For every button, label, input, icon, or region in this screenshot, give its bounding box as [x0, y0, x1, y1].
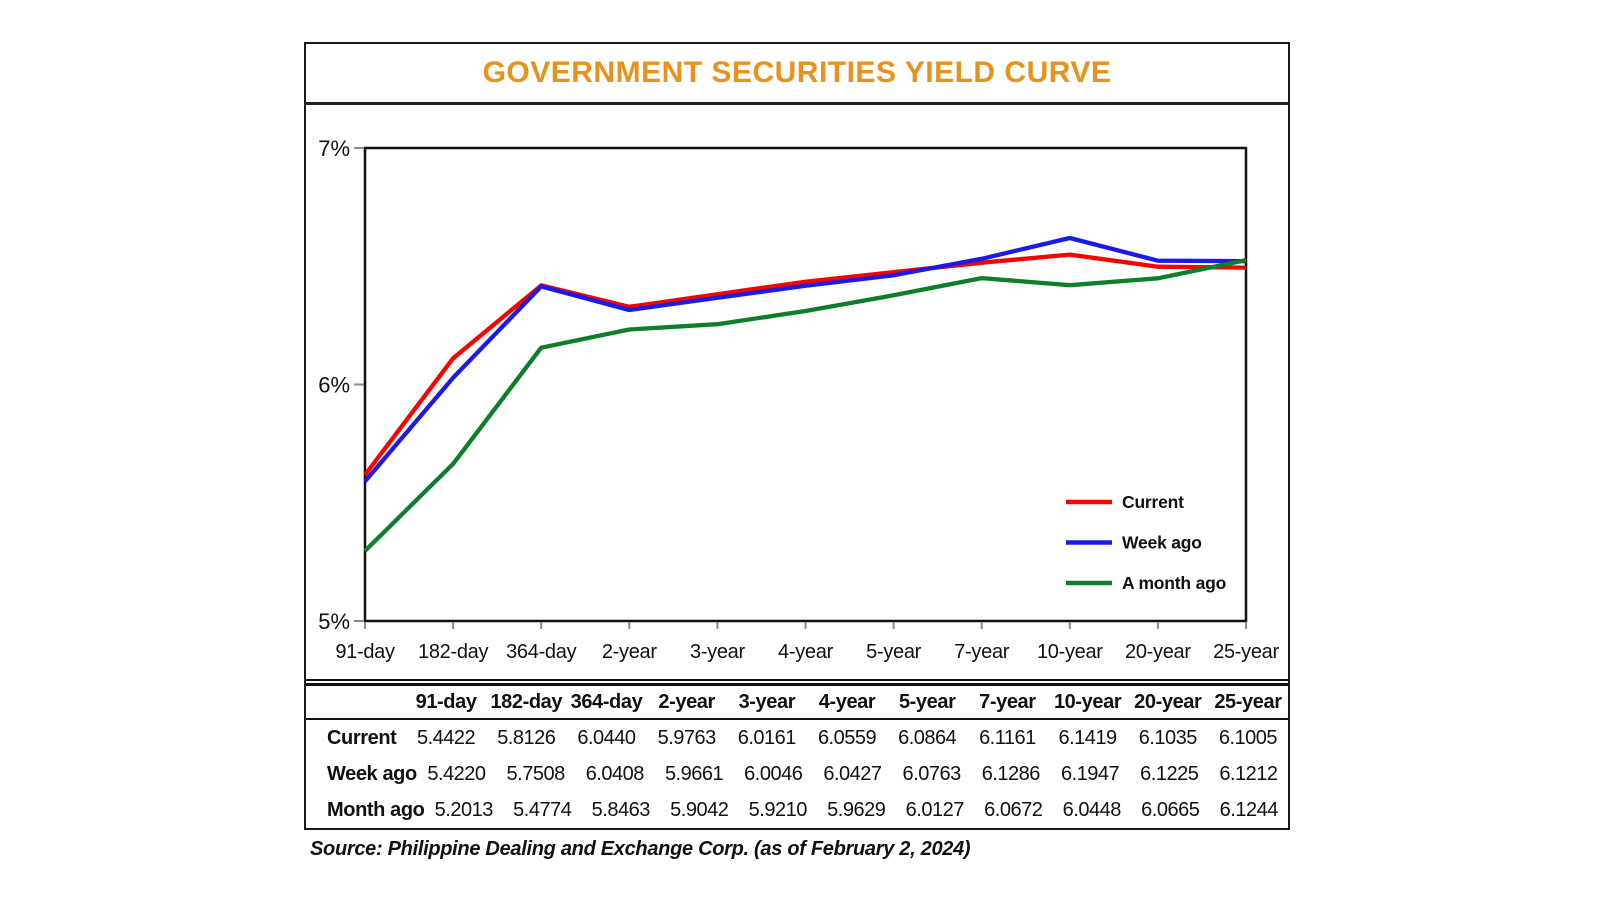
y-axis-label: 7% [318, 136, 350, 161]
table-header-cell-20-year: 20-year [1134, 690, 1202, 713]
table-cell: 6.0665 [1141, 798, 1200, 821]
table-cell: 6.1947 [1060, 762, 1120, 785]
table-cell: 6.1161 [979, 726, 1036, 749]
y-axis-label: 5% [318, 609, 350, 634]
table-cell: 5.4774 [513, 798, 572, 821]
yield-curve-figure: GOVERNMENT SECURITIES YIELD CURVE 7% 6% 5%… [304, 42, 1290, 830]
table-cell: 6.0427 [823, 762, 882, 785]
table-cell: 5.4422 [417, 726, 476, 749]
table-row-current: Current 5.4422 5.8126 6.0440 5.9763 6.0161 6.0… [306, 720, 1288, 756]
x-axis-label-4-year: 4-year [778, 641, 834, 663]
table-cell: 6.0559 [817, 726, 877, 749]
x-axis-label-2-year: 2-year [602, 641, 658, 663]
table-cell: 6.0672 [984, 798, 1043, 821]
table-cell: 6.1212 [1219, 762, 1278, 785]
table-header-cell-4-year: 4-year [818, 690, 876, 713]
x-axis-label-91-day: 91-day [335, 641, 395, 663]
table-row-week-ago: Week ago 5.4220 5.7508 6.0408 5.9661 6.0046 6.… [306, 756, 1288, 792]
x-axis-label-5-year: 5-year [866, 641, 922, 663]
legend-label-week-ago: Week ago [1122, 533, 1202, 553]
table-cell: 5.4220 [427, 762, 486, 785]
legend-label-current: Current [1122, 492, 1184, 512]
x-axis-label-25-year: 25-year [1213, 641, 1279, 663]
table-header-cell-3-year: 3-year [738, 690, 796, 713]
table-cell: 6.0408 [585, 762, 645, 785]
table-cell: 5.8463 [591, 798, 651, 821]
table-header-cell-25-year: 25-year [1214, 690, 1282, 713]
figure-title: GOVERNMENT SECURITIES YIELD CURVE [482, 56, 1112, 89]
table-header-cell-7-year: 7-year [979, 690, 1036, 713]
table-row-month-ago: Month ago 5.2013 5.4774 5.8463 5.9042 5.9210 5… [306, 792, 1288, 828]
table-cell: 5.9661 [664, 762, 724, 785]
table-header-cell-10-year: 10-year [1053, 690, 1122, 713]
series-line-a-month-ago [363, 257, 1247, 553]
table-cell: 6.1286 [981, 762, 1041, 785]
row-label-current: Current [327, 726, 397, 749]
x-axis-label-7-year: 7-year [954, 641, 1010, 663]
row-label-month-ago: Month ago [327, 798, 425, 821]
x-axis-label-364-day: 364-day [506, 641, 576, 663]
legend-label-a-month-ago: A month ago [1122, 573, 1226, 593]
table-cell: 5.7508 [506, 762, 566, 785]
table-cell: 5.2013 [434, 798, 494, 821]
table-cell: 5.8126 [497, 726, 556, 749]
table-header-cell-91-day: 91-day [415, 690, 477, 713]
table-header-cell-2-year: 2-year [658, 690, 715, 713]
table-header-cell-182-day: 182-day [490, 690, 563, 713]
x-axis-label-182-day: 182-day [418, 641, 488, 663]
table-cell: 6.0046 [744, 762, 803, 785]
table-body: Current 5.4422 5.8126 6.0440 5.9763 6.0161 6.0… [306, 720, 1288, 828]
table-header-cell-5-year: 5-year [898, 690, 956, 713]
table-top-rule [306, 679, 1288, 686]
table-cell: 5.9042 [670, 798, 729, 821]
table-cell: 5.9629 [827, 798, 886, 821]
table-cell: 6.0763 [902, 762, 962, 785]
x-axis-label-20-year: 20-year [1125, 641, 1191, 663]
table-header-row: 91-day 182-day 364-day 2-year 3-year 4-year 5-… [306, 686, 1288, 720]
x-axis-label-10-year: 10-year [1037, 641, 1103, 663]
table-cell: 6.1244 [1219, 798, 1279, 821]
table-cell: 6.1419 [1058, 726, 1118, 749]
table-cell: 6.1225 [1140, 762, 1199, 785]
table-cell: 6.0448 [1062, 798, 1122, 821]
series-line-current [363, 252, 1247, 477]
yield-curve-chart: 7% 6% 5% 91-day 182-day 364-day 2-year 3-year 4-… [318, 136, 1280, 663]
chart-region: 7% 6% 5% 91-day 182-day 364-day 2-year 3-year 4-… [306, 105, 1288, 679]
y-axis-label: 6% [318, 373, 350, 398]
table-cell: 6.0161 [737, 726, 797, 749]
series-line-week-ago [363, 235, 1247, 483]
table-cell: 5.9763 [657, 726, 717, 749]
table-cell: 6.1035 [1138, 726, 1198, 749]
table-cell: 6.0127 [905, 798, 965, 821]
table-cell: 5.9210 [748, 798, 808, 821]
table-cell: 6.0440 [577, 726, 636, 749]
table-cell: 6.0864 [898, 726, 957, 749]
table-cell: 6.1005 [1218, 726, 1278, 749]
row-label-week-ago: Week ago [327, 762, 417, 785]
table-header-cell-364-day: 364-day [570, 690, 643, 713]
source-note: Source: Philippine Dealing and Exchange … [310, 838, 971, 860]
figure-title-bar: GOVERNMENT SECURITIES YIELD CURVE [306, 44, 1288, 105]
plot-frame [363, 146, 1248, 623]
x-axis-label-3-year: 3-year [690, 641, 746, 663]
